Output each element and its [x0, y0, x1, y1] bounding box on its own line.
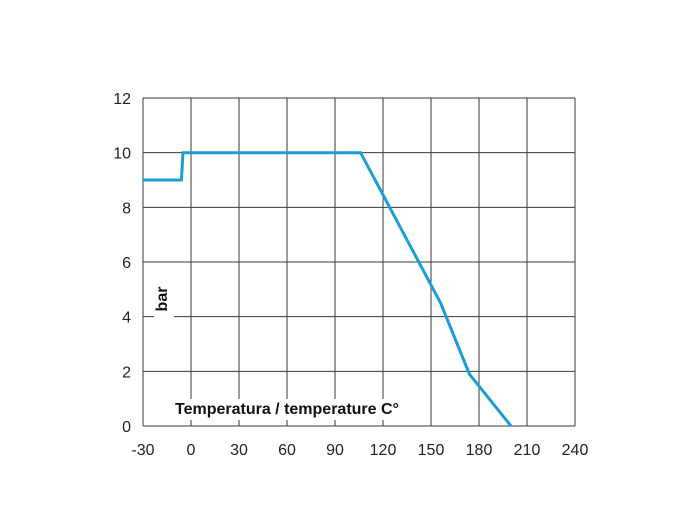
y-tick-label: 2 [122, 364, 131, 381]
x-tick-label: 60 [278, 442, 296, 459]
y-tick-labels: 0 2 4 6 8 10 12 [113, 91, 131, 436]
x-tick-label: 240 [562, 442, 589, 459]
x-tick-label: 150 [418, 442, 445, 459]
y-tick-label: 12 [113, 91, 131, 108]
x-tick-label: -30 [131, 442, 154, 459]
x-axis-title: Temperatura / temperature C° [175, 401, 399, 418]
y-tick-label: 6 [122, 255, 131, 272]
y-tick-label: 4 [122, 310, 131, 327]
x-tick-label: 120 [370, 442, 397, 459]
x-tick-label: 180 [466, 442, 493, 459]
x-tick-label: 210 [514, 442, 541, 459]
y-axis-title: bar [154, 287, 171, 312]
y-axis-title-background [154, 282, 174, 318]
y-tick-label: 8 [122, 200, 131, 217]
y-tick-label: 0 [122, 419, 131, 436]
x-tick-labels: -30 0 30 60 90 120 150 180 210 240 [131, 442, 588, 459]
y-tick-label: 10 [113, 146, 131, 163]
x-tick-label: 90 [326, 442, 344, 459]
grid-lines [142, 97, 576, 427]
series-line-0 [143, 151, 513, 427]
x-tick-label: 30 [230, 442, 248, 459]
x-tick-label: 0 [187, 442, 196, 459]
x-axis-title-background [171, 399, 403, 420]
series-lines [143, 151, 513, 427]
